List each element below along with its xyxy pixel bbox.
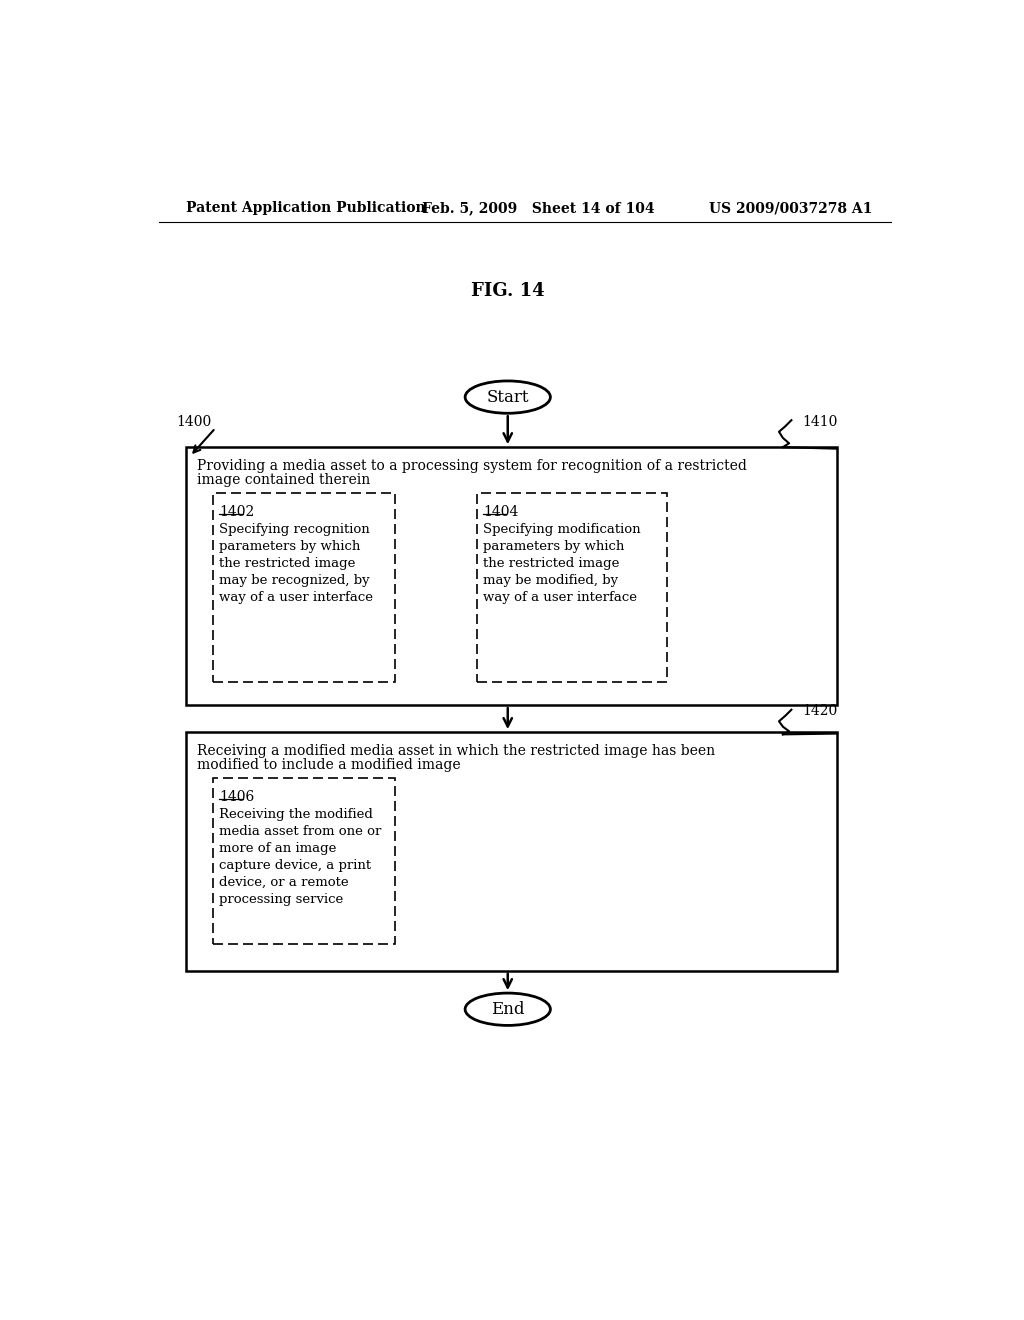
Text: Receiving a modified media asset in which the restricted image has been: Receiving a modified media asset in whic… <box>197 744 715 759</box>
Text: Patent Application Publication: Patent Application Publication <box>186 202 426 215</box>
Text: Feb. 5, 2009   Sheet 14 of 104: Feb. 5, 2009 Sheet 14 of 104 <box>423 202 655 215</box>
Text: Providing a media asset to a processing system for recognition of a restricted: Providing a media asset to a processing … <box>197 459 746 474</box>
Text: 1400: 1400 <box>176 414 212 429</box>
Bar <box>477 494 667 682</box>
Text: 1406: 1406 <box>219 789 255 804</box>
Text: image contained therein: image contained therein <box>197 474 371 487</box>
Text: Start: Start <box>486 388 529 405</box>
Text: 1404: 1404 <box>483 506 518 519</box>
Text: modified to include a modified image: modified to include a modified image <box>197 758 461 772</box>
Text: 1410: 1410 <box>802 414 838 429</box>
Text: Specifying modification
parameters by which
the restricted image
may be modified: Specifying modification parameters by wh… <box>483 523 641 603</box>
Bar <box>213 779 395 944</box>
Text: US 2009/0037278 A1: US 2009/0037278 A1 <box>710 202 872 215</box>
Text: End: End <box>490 1001 524 1018</box>
Bar <box>186 733 838 970</box>
Text: 1402: 1402 <box>219 506 255 519</box>
Bar <box>186 447 838 705</box>
Text: Specifying recognition
parameters by which
the restricted image
may be recognize: Specifying recognition parameters by whi… <box>219 523 374 603</box>
Text: FIG. 14: FIG. 14 <box>471 282 545 300</box>
Bar <box>213 494 395 682</box>
Text: Receiving the modified
media asset from one or
more of an image
capture device, : Receiving the modified media asset from … <box>219 808 382 906</box>
Text: 1420: 1420 <box>802 705 838 718</box>
